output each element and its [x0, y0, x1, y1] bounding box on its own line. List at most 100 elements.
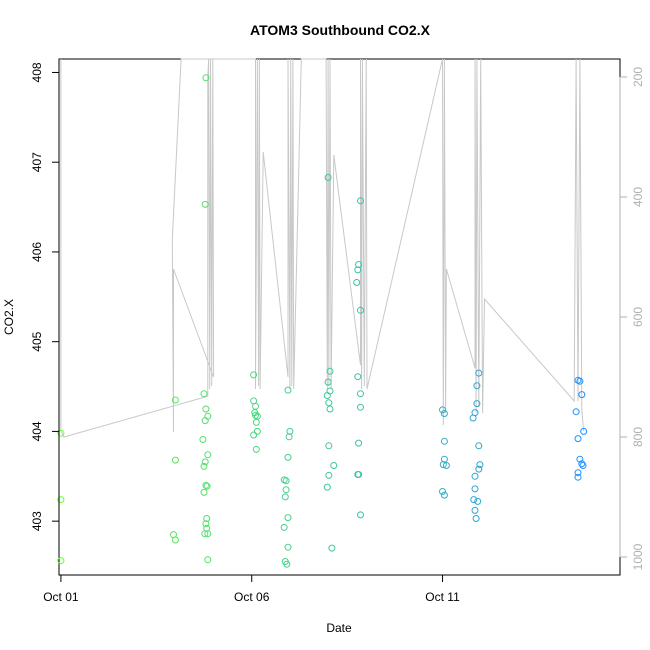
data-point	[171, 456, 179, 464]
data-point	[57, 557, 65, 565]
y-tick-label: 405	[30, 331, 44, 351]
data-point	[572, 408, 580, 416]
y-tick-label: 403	[30, 511, 44, 531]
data-point	[326, 387, 334, 395]
data-point	[475, 369, 483, 377]
data-point	[473, 382, 481, 390]
data-point	[325, 471, 333, 479]
y-axis: 403 404 405 406 407 408	[30, 62, 60, 531]
data-point	[470, 496, 478, 504]
data-point	[579, 462, 587, 469]
data-point	[325, 399, 333, 407]
data-point	[474, 497, 482, 505]
x-tick-label: Oct 06	[234, 590, 270, 604]
x-tick-label: Oct 11	[425, 590, 460, 604]
data-point	[280, 523, 288, 531]
data-point	[576, 377, 584, 385]
data-point	[204, 530, 212, 538]
data-point	[471, 506, 479, 514]
data-point	[473, 400, 481, 408]
y2-tick-label: 800	[631, 427, 645, 447]
data-point	[171, 536, 179, 544]
data-point	[204, 556, 212, 564]
data-point	[578, 391, 586, 399]
y2-tick-label: 600	[631, 307, 645, 327]
y-axis-label: CO2.X	[2, 299, 16, 335]
data-point	[250, 431, 258, 439]
data-point	[439, 461, 447, 469]
data-point	[201, 417, 209, 425]
data-point	[202, 520, 210, 528]
x-tick-label: Oct 01	[43, 590, 79, 604]
data-point	[439, 488, 446, 495]
y2-tick-label: 200	[631, 67, 645, 87]
chart-title: ATOM3 Southbound CO2.X	[250, 22, 431, 38]
data-point	[440, 410, 448, 417]
data-point	[326, 405, 334, 413]
data-point	[281, 493, 289, 501]
data-point	[357, 403, 364, 411]
data-point	[200, 462, 208, 470]
data-point	[469, 414, 477, 422]
data-point	[282, 477, 290, 485]
data-point	[476, 461, 484, 469]
data-point	[204, 451, 212, 459]
data-point	[285, 433, 293, 441]
data-point	[440, 437, 448, 445]
data-point	[472, 515, 480, 522]
data-point	[578, 460, 586, 468]
data-point	[57, 429, 65, 437]
data-point	[323, 483, 331, 491]
depth-profile-line	[60, 58, 585, 438]
data-point	[200, 390, 208, 398]
data-point	[284, 386, 292, 394]
data-point	[471, 485, 479, 493]
data-point	[330, 462, 338, 469]
data-point	[201, 200, 209, 208]
data-point	[357, 197, 364, 205]
data-point	[357, 390, 364, 398]
data-point	[200, 488, 208, 496]
y-tick-label: 407	[30, 152, 44, 172]
data-point	[574, 469, 582, 477]
data-point	[357, 306, 364, 314]
data-point	[354, 471, 362, 478]
data-point	[252, 418, 260, 426]
data-point	[357, 511, 364, 519]
data-point	[284, 514, 292, 522]
y2-tick-label: 1000	[631, 543, 645, 570]
data-point	[324, 378, 332, 386]
y-tick-label: 408	[30, 62, 44, 82]
data-point	[355, 261, 363, 268]
data-point	[574, 435, 582, 443]
plot-area-frame	[58, 58, 621, 576]
data-point	[284, 543, 292, 551]
data-point	[354, 266, 362, 274]
data-point	[57, 496, 65, 504]
y-tick-label: 406	[30, 242, 44, 262]
y2-tick-label: 400	[631, 187, 645, 207]
data-point	[203, 482, 211, 490]
x-axis: Oct 01 Oct 06 Oct 11	[43, 574, 460, 604]
data-point	[574, 473, 582, 481]
data-point	[475, 465, 483, 473]
data-point	[202, 481, 210, 489]
data-point	[252, 402, 259, 410]
data-point	[201, 530, 209, 538]
data-point	[355, 439, 363, 447]
data-point	[475, 442, 483, 450]
data-point	[202, 74, 210, 82]
y-tick-label: 404	[30, 421, 44, 441]
data-point	[326, 367, 334, 375]
data-point	[203, 515, 211, 522]
x-axis-label: Date	[326, 621, 352, 635]
data-point	[283, 560, 291, 568]
data-point	[171, 396, 179, 404]
data-point	[201, 458, 209, 466]
data-point	[284, 453, 292, 461]
data-point	[252, 445, 260, 453]
data-point	[324, 174, 332, 181]
data-point	[286, 427, 294, 435]
secondary-y-axis: 200 400 600 800 1000	[619, 67, 645, 570]
